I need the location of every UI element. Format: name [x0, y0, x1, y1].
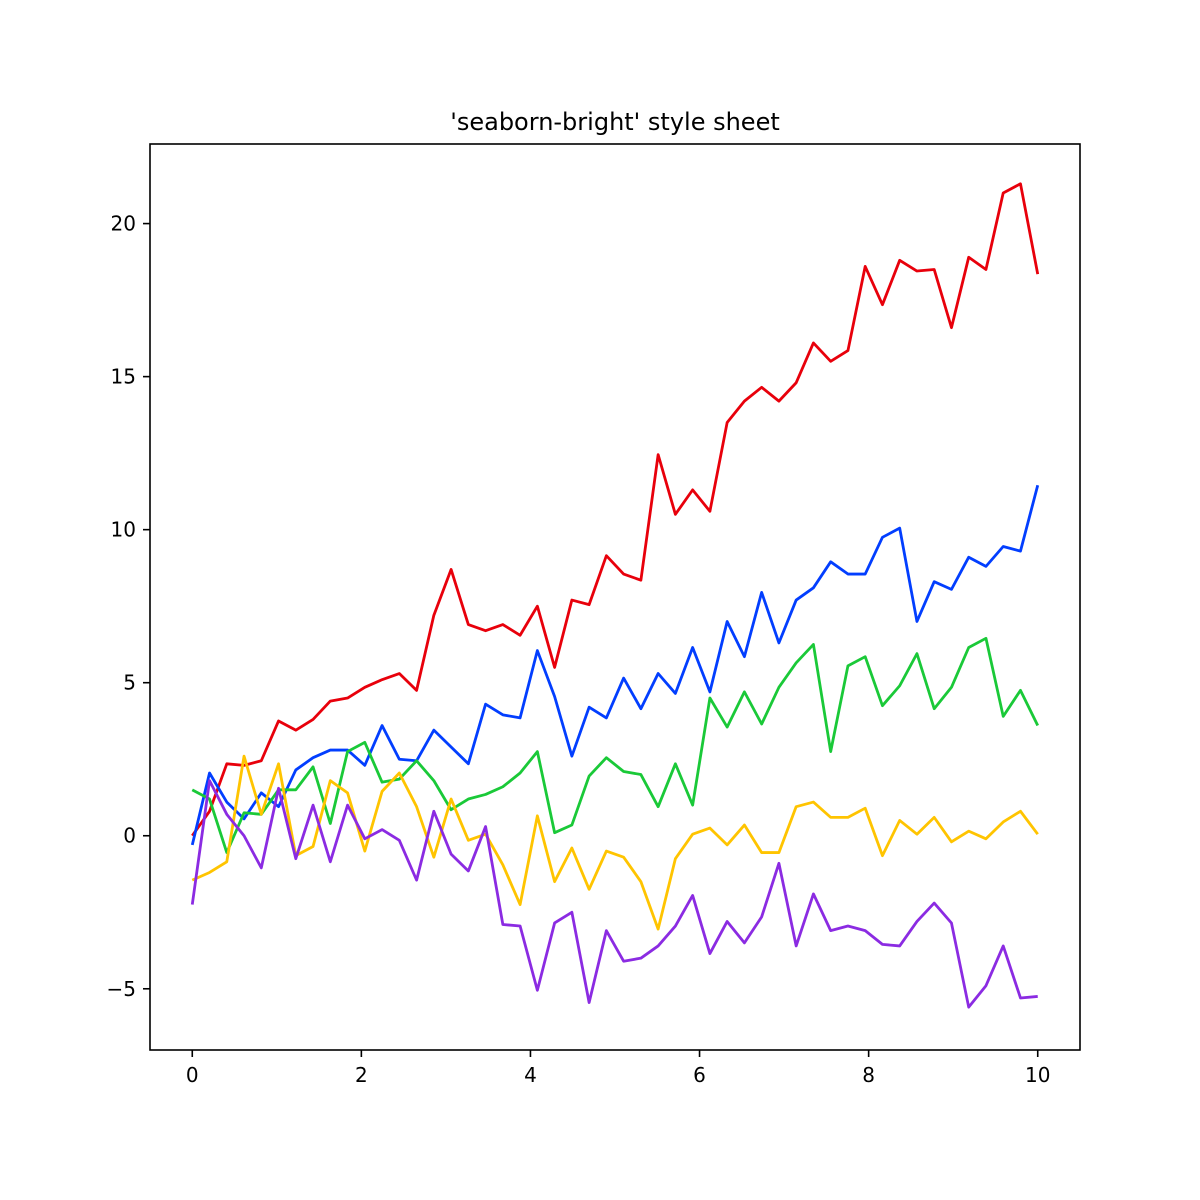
- y-tick-label: 20: [111, 212, 136, 236]
- x-tick-label: 6: [693, 1063, 706, 1087]
- series-line-5: [190, 779, 1038, 1009]
- y-tick-label: 15: [111, 365, 136, 389]
- x-tick-label: 0: [186, 1063, 199, 1087]
- y-tick-label: 0: [123, 824, 136, 848]
- series-line-4: [191, 754, 1039, 931]
- plot-area: 0 2 4 6 8 10 −5 0 5 10 15 20: [107, 143, 1081, 1087]
- series-line-2: [190, 484, 1040, 846]
- chart-title: 'seaborn-bright' style sheet: [450, 108, 780, 136]
- x-tick-label: 2: [355, 1063, 368, 1087]
- plot-frame: [149, 143, 1081, 1051]
- y-tick-label: 5: [123, 671, 136, 695]
- series-line-1: [191, 182, 1040, 837]
- x-axis-ticks: 0 2 4 6 8 10: [186, 1050, 1050, 1087]
- series-layer: [190, 182, 1040, 1009]
- y-tick-label: 10: [111, 518, 136, 542]
- x-tick-label: 4: [524, 1063, 537, 1087]
- y-tick-label: −5: [107, 977, 136, 1001]
- series-line-3: [191, 636, 1039, 854]
- y-axis-ticks: −5 0 5 10 15 20: [107, 212, 150, 1001]
- x-tick-label: 8: [862, 1063, 875, 1087]
- x-tick-label: 10: [1025, 1063, 1050, 1087]
